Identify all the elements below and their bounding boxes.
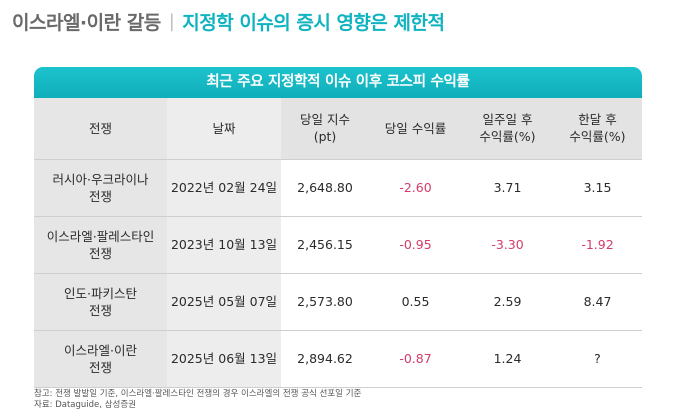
- headline-main: 지정학 이슈의 증시 영향은 제한적: [182, 11, 445, 34]
- cell-week-return: -3.30: [462, 216, 553, 274]
- source-text: 자료: Dataguide, 삼성증권: [34, 400, 136, 410]
- cell-month-return: ?: [553, 330, 642, 388]
- table-row: 러시아·우크라이나 전쟁 2022년 02월 24일 2,648.80 -2.60…: [34, 159, 642, 217]
- headline-topic: 이스라엘·이란 갈등: [12, 11, 161, 34]
- table-row: 이스라엘·이란 전쟁 2025년 06월 13일 2,894.62 -0.87 1…: [34, 330, 642, 388]
- cell-war: 러시아·우크라이나 전쟁: [34, 159, 167, 217]
- cell-day-return: -0.87: [369, 330, 462, 388]
- cell-week-return: 2.59: [462, 273, 553, 331]
- cell-month-return: 8.47: [553, 273, 642, 331]
- table-title: 최근 주요 지정학적 이슈 이후 코스피 수익률: [34, 67, 642, 98]
- header-day-return: 당일 수익률: [369, 98, 462, 160]
- headline-separator: |: [168, 10, 175, 32]
- cell-index: 2,456.15: [281, 216, 369, 274]
- cell-week-return: 3.71: [462, 159, 553, 217]
- cell-day-return: 0.55: [369, 273, 462, 331]
- cell-war: 인도·파키스탄 전쟁: [34, 273, 167, 331]
- header-month-return: 한달 후 수익률(%): [553, 98, 642, 160]
- cell-index: 2,894.62: [281, 330, 369, 388]
- header-index: 당일 지수 (pt): [281, 98, 369, 160]
- header-date: 날짜: [167, 98, 281, 160]
- cell-month-return: 3.15: [553, 159, 642, 217]
- table-row: 인도·파키스탄 전쟁 2025년 05월 07일 2,573.80 0.55 2.…: [34, 273, 642, 331]
- kospi-returns-table: 최근 주요 지정학적 이슈 이후 코스피 수익률 전쟁 날짜 당일 지수 (pt)…: [34, 67, 642, 388]
- cell-month-return: -1.92: [553, 216, 642, 274]
- cell-war: 이스라엘·팔레스타인 전쟁: [34, 216, 167, 274]
- cell-war: 이스라엘·이란 전쟁: [34, 330, 167, 388]
- footnotes: 참고: 전쟁 발발일 기준, 이스라엘·팔레스타인 전쟁의 경우 이스라엘의 전…: [34, 389, 361, 411]
- cell-day-return: -2.60: [369, 159, 462, 217]
- cell-index: 2,648.80: [281, 159, 369, 217]
- cell-date: 2025년 05월 07일: [167, 273, 281, 331]
- cell-date: 2023년 10월 13일: [167, 216, 281, 274]
- cell-day-return: -0.95: [369, 216, 462, 274]
- cell-week-return: 1.24: [462, 330, 553, 388]
- note-text: 참고: 전쟁 발발일 기준, 이스라엘·팔레스타인 전쟁의 경우 이스라엘의 전…: [34, 389, 362, 399]
- cell-date: 2025년 06월 13일: [167, 330, 281, 388]
- cell-index: 2,573.80: [281, 273, 369, 331]
- header-week-return: 일주일 후 수익률(%): [462, 98, 553, 160]
- header-war: 전쟁: [34, 98, 167, 160]
- cell-date: 2022년 02월 24일: [167, 159, 281, 217]
- headline: 이스라엘·이란 갈등 | 지정학 이슈의 증시 영향은 제한적: [12, 6, 445, 36]
- table-row: 이스라엘·팔레스타인 전쟁 2023년 10월 13일 2,456.15 -0.9…: [34, 216, 642, 274]
